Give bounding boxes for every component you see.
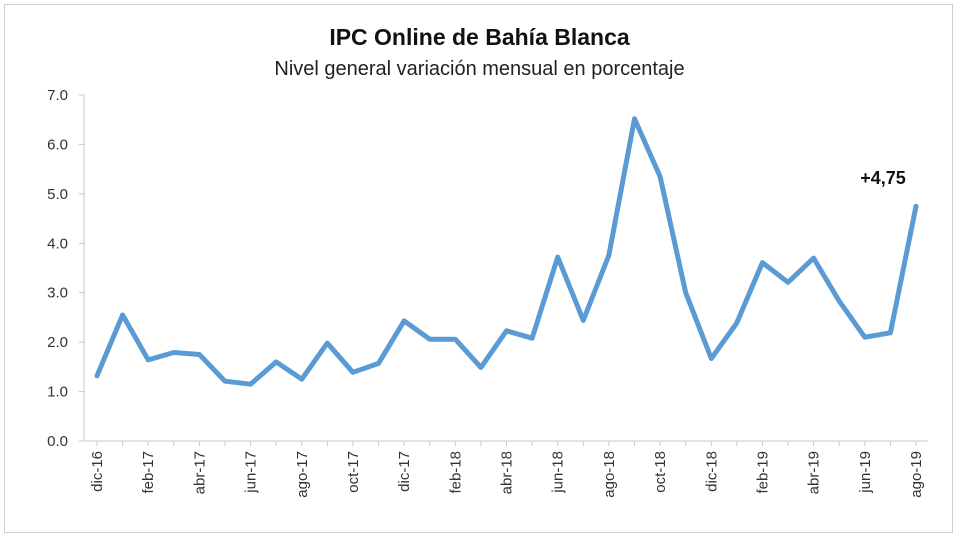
series-line [94, 116, 919, 387]
x-tick-label: jun-17 [243, 451, 260, 494]
x-tick-label: dic-18 [703, 451, 720, 492]
x-tick-label: jun-18 [550, 451, 567, 494]
x-tick-label: ago-18 [601, 451, 618, 498]
y-tick-label: 0.0 [47, 433, 68, 450]
y-tick-label: 2.0 [47, 334, 68, 351]
y-tick-label: 1.0 [47, 384, 68, 401]
x-tick-label: dic-17 [396, 451, 413, 492]
chart-subtitle: Nivel general variación mensual en porce… [274, 58, 685, 80]
y-tick-label: 3.0 [47, 285, 68, 302]
y-tick-label: 5.0 [47, 186, 68, 203]
x-tick-label: oct-18 [652, 451, 669, 493]
annotation-group: +4,75 [860, 168, 906, 188]
x-tick-label: abr-18 [499, 451, 516, 494]
x-tick-label: oct-17 [345, 451, 362, 493]
x-tick-label: feb-18 [447, 451, 464, 494]
data-label: +4,75 [860, 168, 906, 188]
chart-title: IPC Online de Bahía Blanca [329, 24, 630, 50]
y-tick-label: 7.0 [47, 87, 68, 104]
x-tick-label: dic-16 [89, 451, 106, 492]
chart-frame [4, 4, 953, 533]
y-tick-label: 4.0 [47, 235, 68, 252]
x-axis-ticks: dic-16 feb-17 abr-17 jun-17 ago-17 oct-17 dic-… [89, 441, 925, 498]
x-tick-label: ago-19 [908, 451, 925, 498]
x-tick-label: abr-19 [806, 451, 823, 494]
series-group [94, 116, 919, 387]
y-tick-label: 6.0 [47, 136, 68, 153]
x-tick-label: feb-17 [140, 451, 157, 494]
y-axis-ticks: 0.0 1.0 2.0 3.0 4.0 5.0 6.0 7.0 [47, 87, 84, 450]
x-tick-label: jun-19 [857, 451, 874, 494]
x-tick-label: feb-19 [754, 451, 771, 494]
x-tick-label: ago-17 [294, 451, 311, 498]
x-tick-label: abr-17 [191, 451, 208, 494]
